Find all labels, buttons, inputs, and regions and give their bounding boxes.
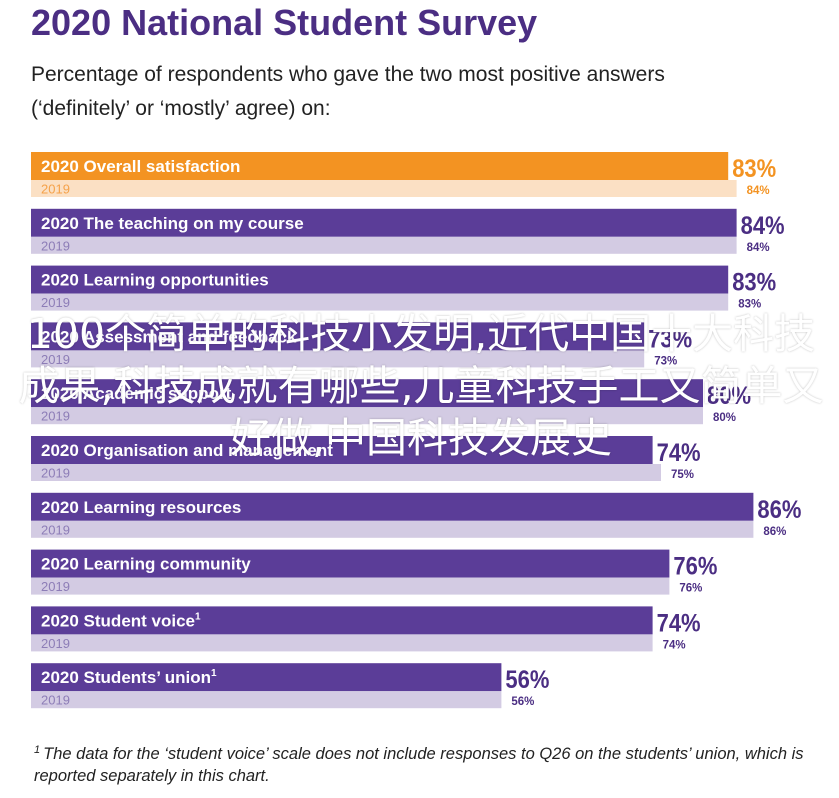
year-2019-label: 2019 (41, 579, 70, 594)
bar-2019 (31, 236, 737, 254)
year-2019-label: 2019 (41, 295, 70, 310)
category-label: 2020 Students’ union1 (41, 668, 217, 687)
value-label-2020: 74% (657, 439, 701, 467)
bar-2019 (31, 350, 645, 368)
year-2019-label: 2019 (41, 636, 70, 651)
category-label: 2020 The teaching on my course (41, 214, 304, 233)
bar-2020 (31, 208, 737, 237)
bar-2020 (31, 663, 502, 692)
value-label-2019: 83% (738, 297, 761, 311)
category-label: 2020 Learning opportunities (41, 271, 269, 290)
bar-2019 (31, 520, 754, 538)
category-label: 2020 Overall satisfaction (41, 157, 240, 176)
year-2019-label: 2019 (41, 352, 70, 367)
category-label: 2020 Learning community (41, 555, 251, 574)
subtitle-line-2: (‘definitely’ or ‘mostly’ agree) on: (31, 97, 331, 120)
year-2019-label: 2019 (41, 409, 70, 424)
value-label-2020: 84% (741, 212, 785, 240)
value-label-2020: 56% (505, 666, 549, 694)
year-2019-label: 2019 (41, 522, 70, 537)
bar-2020 (31, 606, 653, 635)
value-label-2020: 74% (657, 609, 701, 637)
chart-title: 2020 National Student Survey (31, 2, 538, 43)
category-label: 2020 Organisation and management (41, 441, 333, 460)
subtitle-line-1: Percentage of respondents who gave the t… (31, 63, 665, 86)
bar-2020 (31, 549, 670, 578)
bar-2019 (31, 577, 670, 595)
bar-2019 (31, 293, 729, 311)
bar-2020 (31, 492, 754, 521)
bar-2020 (31, 436, 653, 464)
category-label: 2020 Assessment and feedback (41, 327, 297, 346)
footnote: 1 The data for the ‘student voice’ scale … (34, 739, 814, 787)
value-label-2019: 75% (671, 467, 694, 481)
value-label-2019: 56% (511, 694, 534, 708)
category-label: 2020 Learning resources (41, 498, 241, 517)
footnote-marker: 1 (34, 744, 41, 756)
value-label-2020: 80% (707, 382, 751, 410)
bar-2019 (31, 691, 502, 709)
value-label-2019: 86% (763, 524, 786, 538)
year-2019-label: 2019 (41, 693, 70, 708)
bar-chart: 2020 Overall satisfaction201983%84%2020 … (31, 152, 801, 709)
value-label-2019: 76% (679, 581, 702, 595)
category-label: 2020 Academic support (41, 384, 232, 403)
bar-2020 (31, 322, 645, 351)
value-label-2020: 83% (732, 269, 776, 297)
year-2019-label: 2019 (41, 238, 70, 253)
value-label-2020: 86% (757, 496, 801, 524)
year-2019-label: 2019 (41, 466, 70, 481)
value-label-2019: 84% (747, 240, 770, 254)
value-label-2019: 74% (663, 637, 686, 651)
footnote-text: The data for the ‘student voice’ scale d… (34, 745, 804, 785)
bar-2019 (31, 407, 703, 425)
value-label-2019: 84% (747, 183, 770, 197)
chart-subtitle: Percentage of respondents who gave the t… (31, 58, 821, 126)
value-label-2019: 73% (654, 353, 677, 367)
bar-2020 (31, 152, 729, 180)
bar-2020 (31, 379, 703, 408)
category-label: 2020 Student voice1 (41, 611, 201, 630)
value-label-2020: 76% (673, 553, 717, 581)
value-label-2020: 73% (648, 325, 692, 353)
value-label-2020: 83% (732, 155, 776, 183)
bar-2019 (31, 464, 661, 481)
value-label-2019: 80% (713, 410, 736, 424)
year-2019-label: 2019 (41, 182, 70, 197)
bar-2019 (31, 180, 737, 197)
bar-2019 (31, 634, 653, 652)
bar-2020 (31, 265, 729, 294)
